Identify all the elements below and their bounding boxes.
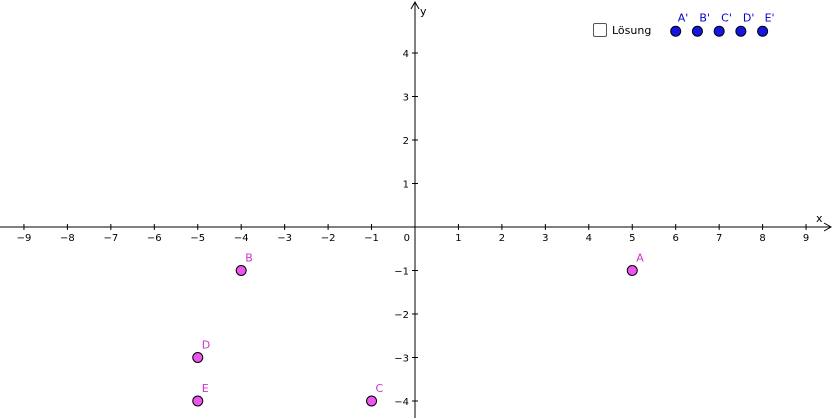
x-tick-label: −7 bbox=[103, 233, 118, 244]
y-axis-label: y bbox=[420, 5, 427, 18]
x-tick-label: 9 bbox=[803, 233, 809, 244]
checkbox-box[interactable] bbox=[593, 23, 607, 37]
x-tick-label: −5 bbox=[190, 233, 205, 244]
point-c[interactable] bbox=[366, 395, 378, 407]
x-tick-label: 3 bbox=[542, 233, 548, 244]
y-tick-label: −3 bbox=[394, 354, 409, 365]
point-label-c: C bbox=[376, 382, 384, 395]
solution-point-1[interactable] bbox=[670, 25, 682, 37]
solution-point-label-5: E' bbox=[765, 11, 775, 24]
point-a[interactable] bbox=[626, 265, 638, 276]
solution-point-label-1: A' bbox=[678, 11, 689, 24]
x-tick-label: −4 bbox=[234, 233, 249, 244]
solution-checkbox-label: Lösung bbox=[612, 23, 652, 37]
y-tick-label: 2 bbox=[403, 136, 409, 147]
solution-point-label-2: B' bbox=[699, 11, 710, 24]
x-tick-label: −3 bbox=[277, 233, 292, 244]
x-tick-label: 2 bbox=[499, 233, 505, 244]
x-tick-label: −2 bbox=[321, 233, 336, 244]
y-tick-label: 3 bbox=[403, 93, 409, 104]
x-tick-label: −9 bbox=[17, 233, 32, 244]
x-axis-arrow bbox=[823, 222, 833, 232]
solution-checkbox[interactable]: Lösung bbox=[593, 22, 651, 38]
point-d[interactable] bbox=[192, 352, 204, 363]
solution-point-2[interactable] bbox=[691, 25, 703, 37]
x-tick-label: 7 bbox=[716, 233, 722, 244]
point-e[interactable] bbox=[192, 395, 204, 407]
x-axis-label: x bbox=[816, 212, 823, 225]
x-tick-label: 5 bbox=[629, 233, 635, 244]
y-tick-label: −4 bbox=[394, 397, 409, 408]
origin-label: 0 bbox=[404, 233, 410, 244]
solution-point-5[interactable] bbox=[757, 25, 769, 37]
point-label-b: B bbox=[245, 252, 253, 265]
solution-point-4[interactable] bbox=[735, 25, 747, 37]
x-tick-label: 4 bbox=[586, 233, 592, 244]
y-tick-label: −1 bbox=[394, 267, 409, 278]
x-tick-label: 1 bbox=[455, 233, 461, 244]
y-tick-label: 1 bbox=[403, 180, 409, 191]
solution-point-label-4: D' bbox=[743, 11, 755, 24]
x-tick-label: −1 bbox=[364, 233, 379, 244]
y-axis-arrow bbox=[410, 0, 420, 10]
solution-point-label-3: C' bbox=[721, 11, 732, 24]
point-b[interactable] bbox=[235, 265, 247, 276]
point-label-a: A bbox=[636, 252, 644, 265]
x-tick-label: 8 bbox=[759, 233, 765, 244]
y-tick-label: −2 bbox=[394, 310, 409, 321]
y-tick-label: 4 bbox=[403, 49, 409, 60]
x-tick-label: 6 bbox=[673, 233, 679, 244]
point-label-e: E bbox=[202, 382, 209, 395]
solution-point-3[interactable] bbox=[713, 25, 725, 37]
point-label-d: D bbox=[202, 339, 210, 352]
x-tick-label: −8 bbox=[60, 233, 75, 244]
x-tick-label: −6 bbox=[147, 233, 162, 244]
